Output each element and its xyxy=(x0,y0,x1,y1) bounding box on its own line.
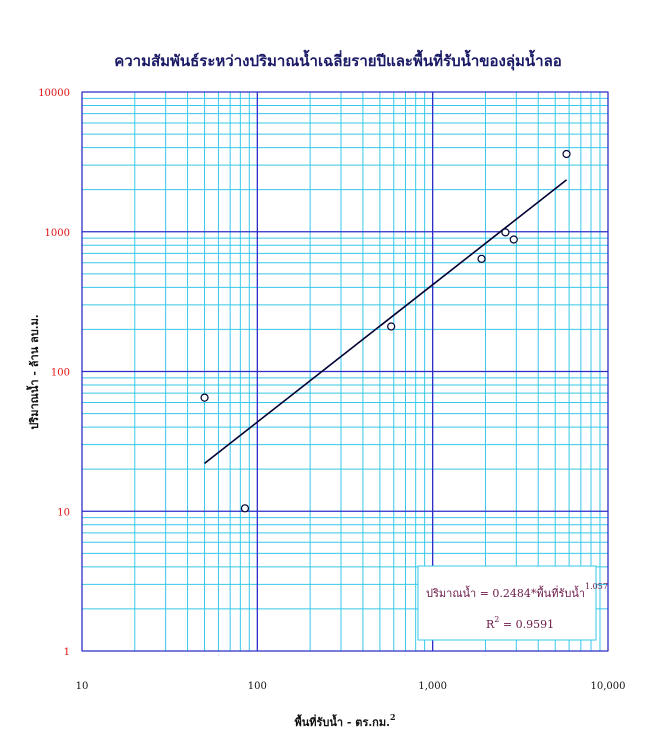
y-tick-label: 10 xyxy=(57,507,70,518)
y-axis-label: ปริมาณน้ำ - ล้าน ลบ.ม. xyxy=(26,314,41,429)
y-tick-label: 1 xyxy=(64,647,70,658)
data-point xyxy=(562,149,571,159)
data-point xyxy=(509,235,518,244)
x-axis-label: พื้นที่รับน้ำ - ตร.กม.2 xyxy=(294,712,395,729)
data-point xyxy=(501,228,510,237)
data-points xyxy=(200,149,571,513)
r-squared-value: = 0.9591 xyxy=(499,618,554,631)
r-squared-line: R2 = 0.9591 xyxy=(486,615,554,631)
y-tick-label: 10000 xyxy=(38,88,70,99)
x-tick-label: 10 xyxy=(76,681,89,692)
equation-exponent: 1.057 xyxy=(585,582,608,591)
x-tick-label: 10,000 xyxy=(591,681,626,692)
x-axis-label-text: พื้นที่รับน้ำ - ตร.กม. xyxy=(294,714,389,729)
r-squared-sup: 2 xyxy=(494,615,499,624)
x-tick-label: 1,000 xyxy=(418,681,447,692)
y-tick-labels: 1 10 100 1000 10000 xyxy=(38,88,70,658)
data-point xyxy=(200,393,209,402)
trendline xyxy=(204,179,568,465)
x-axis-label-sup: 2 xyxy=(390,712,396,722)
data-point xyxy=(477,254,486,263)
data-point xyxy=(240,504,250,513)
equation-text: ปริมาณน้ำ = 0.2484*พื้นที่รับน้ำ xyxy=(426,585,585,600)
equation-line: ปริมาณน้ำ = 0.2484*พื้นที่รับน้ำ1.057 xyxy=(426,582,608,600)
x-tick-labels: 10 100 1,000 10,000 xyxy=(76,681,626,692)
chart-title: ความสัมพันธ์ระหว่างปริมาณน้ำเฉลี่ยรายปีแ… xyxy=(114,49,562,71)
equation-box xyxy=(417,565,597,641)
r-squared-label: R xyxy=(486,618,495,631)
y-tick-label: 1000 xyxy=(45,228,70,239)
plot-area-border xyxy=(81,91,609,652)
data-point xyxy=(387,322,396,331)
x-tick-label: 100 xyxy=(248,681,267,692)
y-tick-label: 100 xyxy=(51,368,70,379)
